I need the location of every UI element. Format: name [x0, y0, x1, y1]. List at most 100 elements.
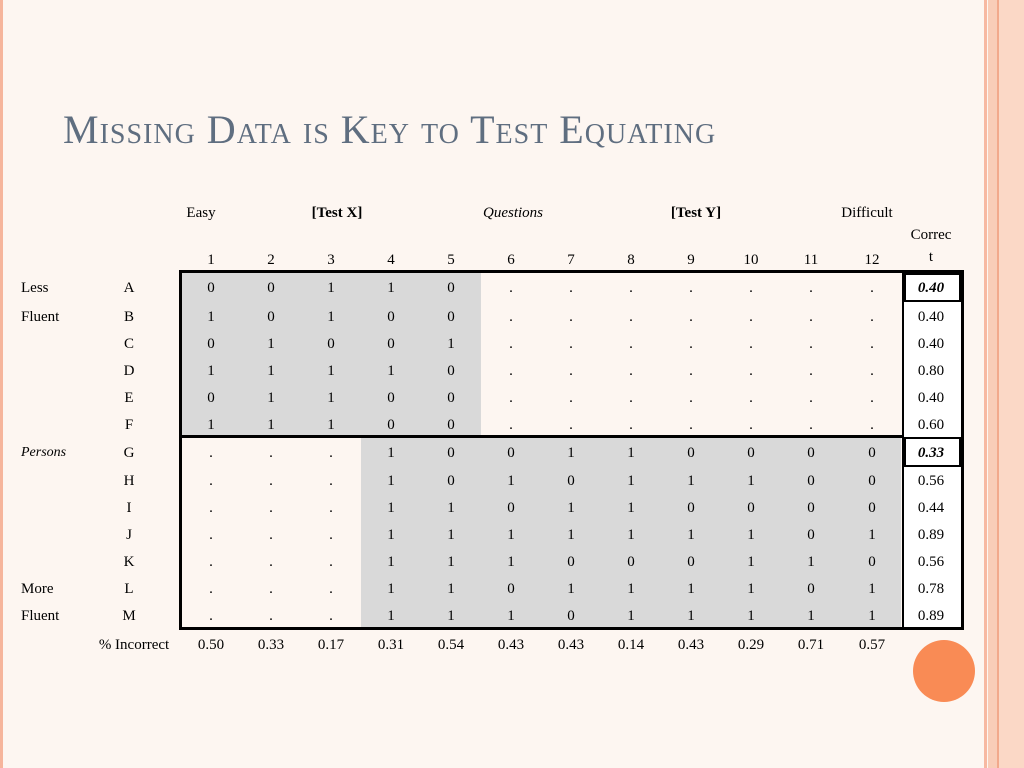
response-cell: 1	[687, 527, 695, 543]
response-cell: .	[689, 363, 693, 379]
header-correct-line2: t	[928, 249, 934, 265]
response-cell: 0	[387, 336, 395, 352]
percent-incorrect: 0.33	[257, 637, 285, 653]
response-cell: 0	[567, 473, 575, 489]
response-cell: 0	[627, 554, 635, 570]
response-cell: 0	[207, 390, 215, 406]
data-table-border	[179, 270, 964, 630]
proportion-correct: 0.40	[917, 336, 945, 352]
response-cell: .	[269, 473, 273, 489]
response-cell: .	[329, 445, 333, 461]
response-cell: .	[569, 363, 573, 379]
column-number: 9	[687, 252, 695, 268]
response-cell: 1	[447, 608, 455, 624]
column-number: 3	[327, 252, 335, 268]
response-cell: .	[269, 608, 273, 624]
slide-title: Missing Data is Key to Test Equating	[63, 107, 717, 152]
proportion-correct: 0.40	[917, 280, 945, 296]
response-cell: 1	[747, 608, 755, 624]
response-cell: .	[629, 280, 633, 296]
header-easy: Easy	[186, 205, 216, 221]
response-cell: .	[209, 445, 213, 461]
response-cell: 0	[447, 363, 455, 379]
response-cell: 1	[387, 280, 395, 296]
response-cell: 1	[387, 527, 395, 543]
response-cell: .	[269, 527, 273, 543]
group-divider	[179, 435, 904, 438]
response-cell: .	[209, 527, 213, 543]
header-questions: Questions	[483, 205, 543, 221]
response-cell: 0	[507, 581, 515, 597]
response-cell: .	[569, 336, 573, 352]
response-cell: 1	[267, 390, 275, 406]
response-cell: 1	[747, 554, 755, 570]
response-cell: 1	[207, 363, 215, 379]
proportion-correct: 0.80	[917, 363, 945, 379]
side-label-more: More	[21, 581, 54, 597]
person-id: K	[123, 554, 135, 570]
person-id: A	[123, 280, 135, 296]
shaded-block-test-x	[181, 273, 481, 437]
header-test-y: [Test Y]	[670, 205, 722, 221]
response-cell: 1	[507, 608, 515, 624]
response-cell: .	[749, 363, 753, 379]
column-number: 6	[507, 252, 515, 268]
response-cell: .	[689, 309, 693, 325]
column-number: 2	[267, 252, 275, 268]
response-cell: .	[329, 581, 333, 597]
response-cell: .	[509, 280, 513, 296]
response-cell: 1	[747, 473, 755, 489]
response-cell: 0	[868, 500, 876, 516]
response-cell: 1	[567, 500, 575, 516]
proportion-correct: 0.78	[917, 581, 945, 597]
column-number: 1	[207, 252, 215, 268]
response-cell: 1	[868, 527, 876, 543]
response-cell: .	[870, 280, 874, 296]
response-cell: 1	[627, 500, 635, 516]
response-cell: 1	[447, 527, 455, 543]
response-cell: .	[870, 390, 874, 406]
person-id: M	[122, 608, 136, 624]
response-cell: .	[809, 363, 813, 379]
response-cell: 1	[267, 336, 275, 352]
response-cell: 0	[207, 336, 215, 352]
response-cell: 0	[687, 554, 695, 570]
side-label-fluent-top: Fluent	[21, 309, 60, 325]
person-id: F	[124, 417, 134, 433]
response-cell: .	[870, 336, 874, 352]
response-cell: 0	[507, 500, 515, 516]
response-cell: 0	[807, 527, 815, 543]
response-cell: 1	[687, 608, 695, 624]
response-cell: 1	[327, 390, 335, 406]
response-cell: 1	[327, 363, 335, 379]
decorative-circle	[913, 640, 975, 702]
column-number: 11	[803, 252, 819, 268]
response-cell: 1	[387, 363, 395, 379]
response-cell: 1	[387, 608, 395, 624]
response-cell: 0	[747, 500, 755, 516]
response-cell: 1	[387, 500, 395, 516]
response-cell: .	[269, 554, 273, 570]
response-cell: .	[689, 336, 693, 352]
response-cell: .	[809, 280, 813, 296]
response-cell: .	[329, 527, 333, 543]
correct-highlight-box	[904, 437, 961, 467]
percent-incorrect: 0.54	[437, 637, 465, 653]
response-cell: .	[509, 363, 513, 379]
person-id: G	[123, 445, 135, 461]
response-cell: 1	[387, 445, 395, 461]
response-cell: 0	[387, 309, 395, 325]
right-border-stripe	[984, 0, 987, 768]
side-label-less: Less	[21, 280, 49, 296]
person-id: D	[123, 363, 135, 379]
proportion-correct: 0.89	[917, 527, 945, 543]
response-cell: .	[689, 280, 693, 296]
response-cell: 1	[627, 473, 635, 489]
response-cell: .	[329, 554, 333, 570]
proportion-correct: 0.33	[917, 445, 945, 461]
person-id: I	[126, 500, 132, 516]
response-cell: 1	[687, 473, 695, 489]
response-cell: .	[209, 608, 213, 624]
proportion-correct: 0.56	[917, 473, 945, 489]
person-id: J	[126, 527, 132, 543]
